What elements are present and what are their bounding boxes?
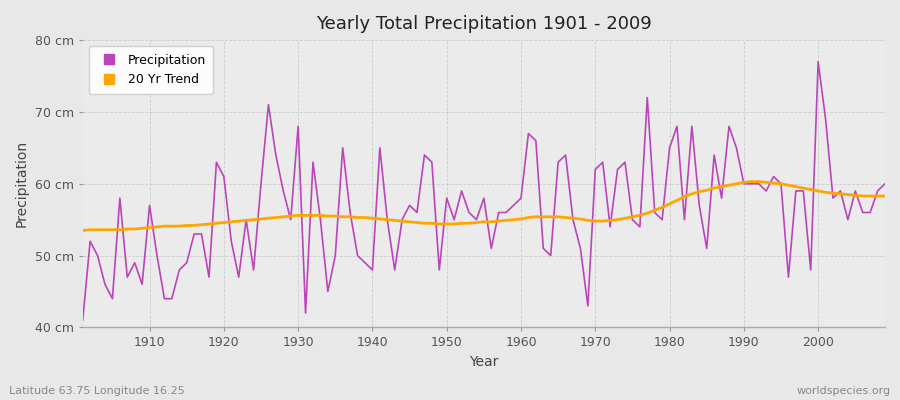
Y-axis label: Precipitation: Precipitation: [15, 140, 29, 227]
Text: worldspecies.org: worldspecies.org: [796, 386, 891, 396]
Title: Yearly Total Precipitation 1901 - 2009: Yearly Total Precipitation 1901 - 2009: [316, 15, 652, 33]
X-axis label: Year: Year: [469, 355, 499, 369]
Legend: Precipitation, 20 Yr Trend: Precipitation, 20 Yr Trend: [89, 46, 213, 94]
Text: Latitude 63.75 Longitude 16.25: Latitude 63.75 Longitude 16.25: [9, 386, 184, 396]
